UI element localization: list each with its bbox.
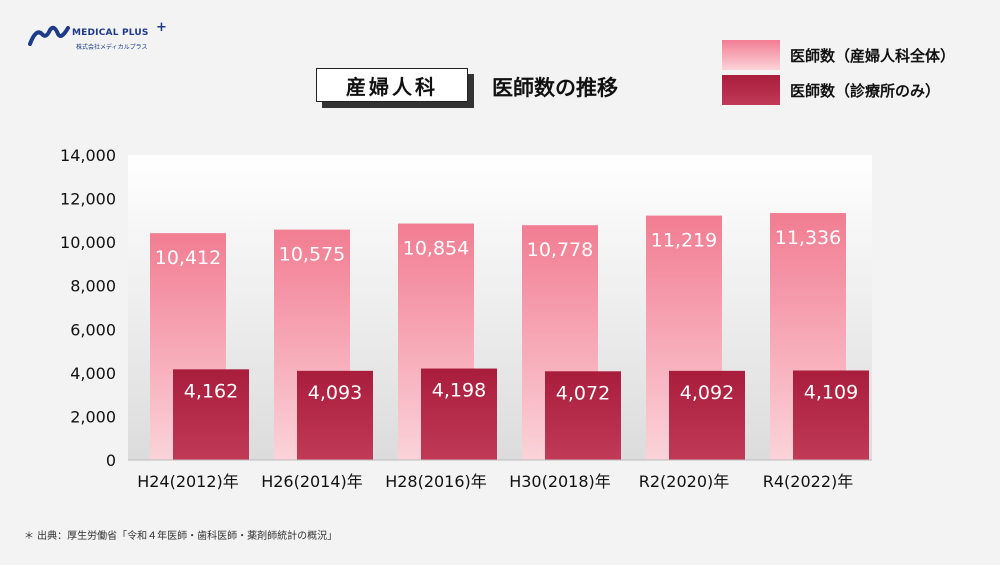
data-label-clinic: 4,072 <box>556 382 610 404</box>
bar-clinic <box>669 370 745 460</box>
x-tick-label: H30(2018)年 <box>509 472 611 491</box>
y-tick-label: 2,000 <box>70 407 116 426</box>
x-tick-label: H26(2014)年 <box>261 472 363 491</box>
y-tick-label: 10,000 <box>60 233 116 252</box>
y-tick-label: 6,000 <box>70 320 116 339</box>
bar-clinic <box>545 371 621 460</box>
data-label-clinic: 4,198 <box>432 380 486 402</box>
data-label-total: 11,336 <box>775 227 841 249</box>
source-note: ＊ 出典：厚生労働省「令和４年医師・歯科医師・薬剤師統計の概況」 <box>24 531 338 542</box>
bar-clinic <box>421 368 497 460</box>
data-label-total: 10,854 <box>403 238 469 260</box>
legend-swatch-clinic <box>722 75 780 105</box>
x-tick-label: R2(2020)年 <box>639 472 730 491</box>
x-tick-label: R4(2022)年 <box>763 472 854 491</box>
plot-area <box>128 155 872 460</box>
brand-plus: + <box>156 20 167 35</box>
x-tick-label: H24(2012)年 <box>137 472 239 491</box>
y-tick-label: 14,000 <box>60 146 116 165</box>
brand-logo: MEDICAL PLUS + 株式会社メディカルプラス <box>28 20 167 56</box>
bar-clinic <box>173 369 249 460</box>
bar-clinic <box>793 370 869 460</box>
legend-label-clinic: 医師数（診療所のみ） <box>790 82 941 100</box>
y-tick-label: 0 <box>106 451 116 470</box>
chart-subtitle: 医師数の推移 <box>492 76 618 100</box>
legend-swatch-total <box>722 40 780 70</box>
brand-tagline: 株式会社メディカルプラス <box>76 44 148 51</box>
bar-clinic <box>297 370 373 460</box>
medical-plus-logo-icon <box>28 25 70 46</box>
data-label-clinic: 4,109 <box>804 381 858 403</box>
data-label-total: 11,219 <box>651 230 717 252</box>
chart-title: 産婦人科 <box>316 68 468 102</box>
y-tick-label: 4,000 <box>70 364 116 383</box>
y-tick-label: 12,000 <box>60 190 116 209</box>
data-label-clinic: 4,162 <box>184 380 238 402</box>
legend: 医師数（産婦人科全体） 医師数（診療所のみ） <box>722 40 982 110</box>
legend-item-total: 医師数（産婦人科全体） <box>722 40 982 70</box>
brand-name: MEDICAL PLUS <box>72 28 149 38</box>
data-label-clinic: 4,092 <box>680 382 734 404</box>
y-tick-label: 8,000 <box>70 277 116 296</box>
data-label-clinic: 4,093 <box>308 382 362 404</box>
data-label-total: 10,412 <box>155 247 221 269</box>
data-label-total: 10,575 <box>279 244 345 266</box>
data-label-total: 10,778 <box>527 239 593 261</box>
legend-item-clinic: 医師数（診療所のみ） <box>722 75 982 105</box>
legend-label-total: 医師数（産婦人科全体） <box>790 47 956 65</box>
x-tick-label: H28(2016)年 <box>385 472 487 491</box>
